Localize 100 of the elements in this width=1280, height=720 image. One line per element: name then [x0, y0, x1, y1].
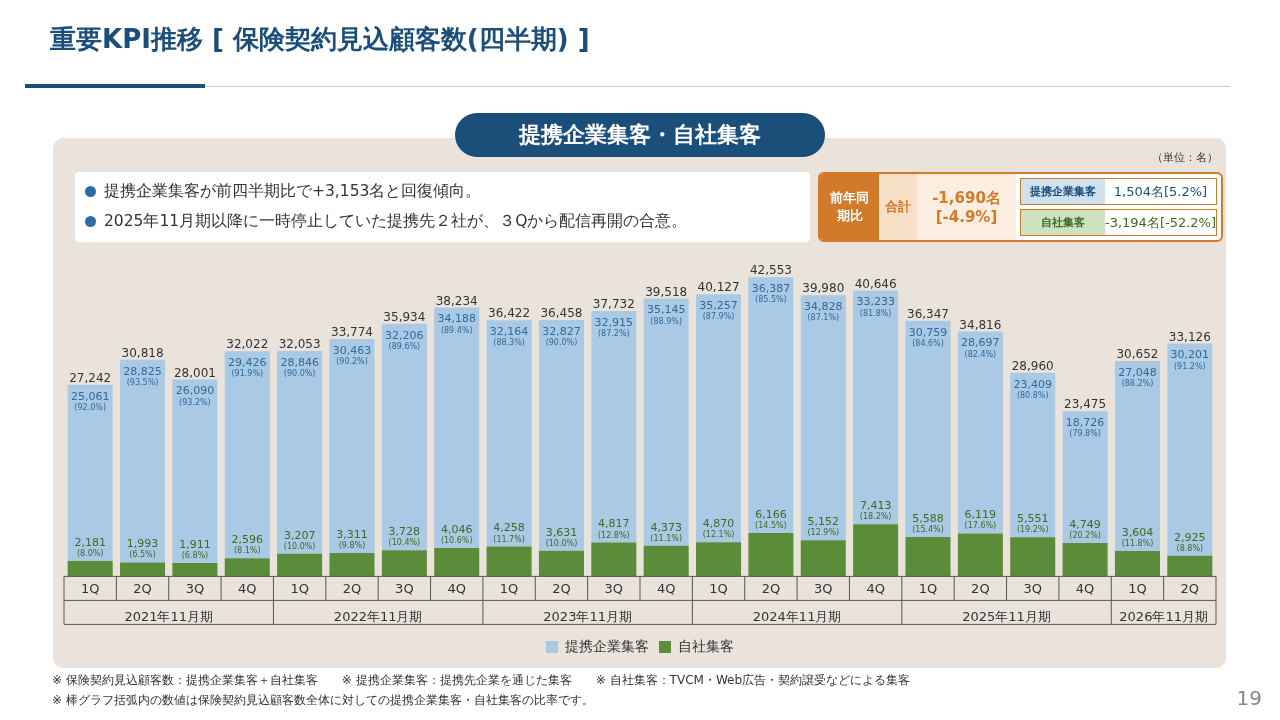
- text: 前年同期比: [820, 174, 880, 240]
- x-tick-label: 2Q: [133, 580, 152, 596]
- total-label: 28,001: [173, 365, 216, 380]
- bar: [1010, 372, 1056, 538]
- text: 2026年11月期: [1119, 608, 1208, 624]
- text: ※ 保険契約見込顧客数：提携企業集客＋自社集客 ※ 提携企業集客：提携先企業を通じた集客 ※ 自社集客：TVCM・Web広告・契約譲受などによる集客: [52, 672, 911, 689]
- bar: [224, 558, 270, 577]
- data-label: 4,373 (11.1%): [650, 520, 683, 543]
- data-label: 4,817 (12.8%): [597, 517, 630, 540]
- data-label: 29,426 (91.9%): [228, 356, 267, 379]
- data-label: 1,993 (6.5%): [126, 537, 159, 560]
- bar: [643, 298, 689, 546]
- text: ※ 棒グラフ括弧内の数値は保険契約見込顧客数全体に対しての提携企業集客・自社集客の比率です。: [52, 692, 594, 709]
- data-label: 4,046 (10.6%): [440, 522, 473, 546]
- bar: [1010, 537, 1056, 577]
- data-label: 18,726 (79.8%): [1065, 416, 1105, 439]
- data-label: 32,164 (88.3%): [489, 325, 529, 348]
- bar: [67, 384, 113, 562]
- bar: [696, 542, 742, 577]
- x-tick-label: 1Q: [499, 580, 519, 596]
- data-label: 7,413 (18.2%): [859, 499, 892, 522]
- data-label: 2,596 (8.1%): [231, 533, 264, 556]
- bar: [277, 351, 323, 554]
- bar: [748, 277, 794, 534]
- bar: [329, 338, 375, 554]
- legend-label: 提携企業集客: [565, 637, 649, 654]
- bar: [853, 290, 899, 525]
- bar: [486, 320, 532, 547]
- data-label: 33,233 (81.8%): [856, 295, 895, 318]
- bar: [748, 533, 794, 577]
- x-tick-label: 4Q: [447, 580, 466, 596]
- x-tick-label: 3Q: [395, 580, 414, 596]
- text: 2023年11月期: [543, 608, 632, 624]
- bar: [853, 524, 899, 577]
- bar: [696, 294, 742, 543]
- x-tick-label: 2Q: [761, 580, 781, 596]
- data-label: 4,870 (12.1%): [702, 517, 735, 540]
- data-label: 2,181 (8.0%): [74, 535, 106, 559]
- chart-title: 重要KPI推移 [ 保険契約見込顧客数(四半期) ]: [50, 23, 590, 56]
- text: （単位：名）: [1152, 150, 1218, 165]
- x-tick-label: 2Q: [552, 580, 571, 596]
- bar: [957, 331, 1003, 534]
- x-tick-label: 2Q: [342, 580, 362, 596]
- chart-subtitle: 提携企業集客・自社集客: [455, 113, 825, 157]
- x-tick-label: 3Q: [185, 580, 205, 596]
- bar: [591, 542, 637, 577]
- data-label: 5,152 (12.9%): [807, 515, 840, 538]
- total-label: 28,960: [1011, 358, 1054, 373]
- bar: [643, 545, 689, 577]
- x-tick-label: 4Q: [1075, 580, 1095, 596]
- text: 2021年11月期: [124, 608, 214, 624]
- legend-label: 自社集客: [678, 637, 734, 654]
- total-label: 35,934: [383, 309, 426, 324]
- bar: [1167, 555, 1213, 577]
- total-label: 37,732: [592, 297, 635, 312]
- total-label: 38,234: [435, 293, 478, 308]
- total-label: 32,022: [226, 337, 269, 352]
- bar: [120, 359, 166, 563]
- text: 1,504名[5.2%]: [1112, 182, 1209, 201]
- x-tick-label: 1Q: [80, 580, 100, 596]
- text: 提携企業集客が前四半期比で+3,153名と回復傾向。: [104, 181, 482, 202]
- bar: [381, 323, 427, 551]
- bar: [120, 562, 166, 577]
- bar: [1114, 360, 1160, 552]
- data-label: 30,201 (91.2%): [1170, 348, 1210, 371]
- data-label: 25,061 (92.0%): [70, 389, 110, 412]
- data-label: 3,311 (9.8%): [336, 527, 368, 551]
- bar: [486, 546, 532, 577]
- data-label: 6,119 (17.6%): [964, 508, 997, 531]
- data-label: 34,188 (89.4%): [437, 312, 476, 335]
- data-label: 36,387 (85.5%): [751, 282, 791, 305]
- bar: [800, 540, 846, 577]
- data-label: 4,258 (11.7%): [493, 521, 525, 544]
- text: 2024年11月期: [752, 608, 842, 624]
- data-label: 3,207 (10.0%): [283, 528, 316, 551]
- data-label: 30,463 (90.2%): [332, 343, 372, 367]
- bar: [434, 547, 480, 577]
- x-tick-label: 1Q: [290, 580, 309, 596]
- x-tick-label: 1Q: [709, 580, 728, 596]
- total-label: 36,422: [488, 306, 531, 321]
- bar: [67, 561, 113, 577]
- bar: [1062, 543, 1108, 577]
- data-label: 5,551 (19.2%): [1016, 512, 1049, 535]
- bar: [277, 553, 323, 577]
- data-label: 23,409 (80.8%): [1013, 377, 1052, 400]
- bar: [434, 307, 480, 548]
- bar: [538, 320, 584, 551]
- bar: [224, 351, 270, 559]
- x-tick-label: 2Q: [971, 580, 990, 596]
- total-label: 32,053: [278, 337, 321, 352]
- bar: [1114, 551, 1160, 577]
- bar: [591, 311, 637, 543]
- bar: [172, 562, 218, 577]
- bar: [1062, 411, 1108, 544]
- total-label: 39,518: [645, 284, 688, 299]
- x-tick-label: 4Q: [866, 580, 885, 596]
- data-label: 4,749 (20.2%): [1069, 517, 1101, 541]
- data-label: 32,206 (89.6%): [385, 328, 424, 351]
- bar: [329, 553, 375, 577]
- total-label: 33,126: [1168, 329, 1211, 344]
